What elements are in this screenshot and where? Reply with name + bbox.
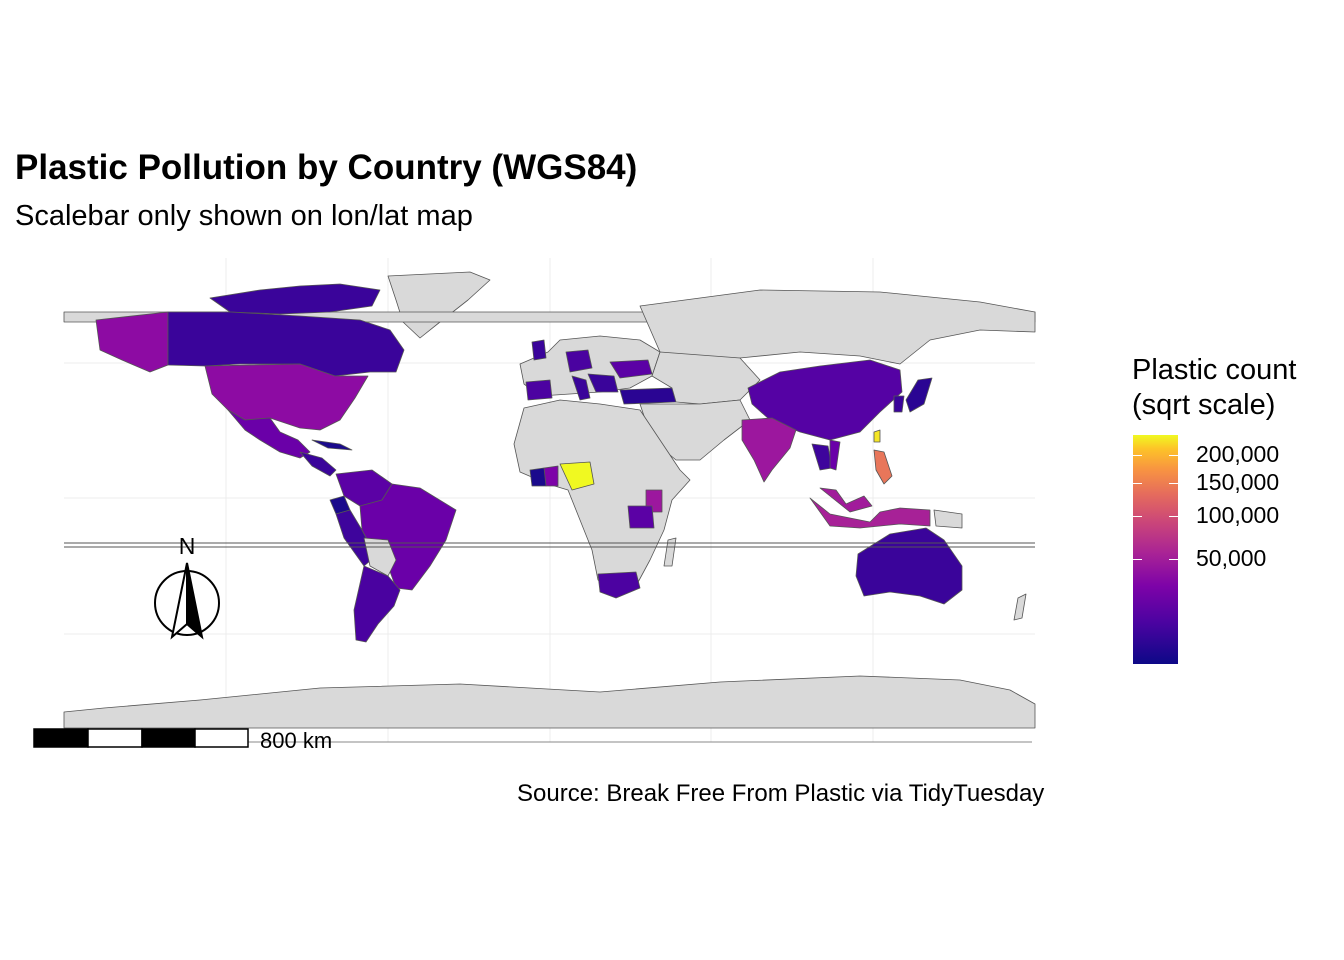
scalebar: 800 km (33, 728, 332, 753)
map-subtitle: Scalebar only shown on lon/lat map (15, 200, 473, 232)
country-cote-divoire (529, 467, 547, 487)
country-thailand (811, 443, 833, 471)
country-south-africa (597, 571, 641, 599)
region-caribbean (311, 439, 353, 451)
legend-title: Plastic count (sqrt scale) (1132, 353, 1296, 423)
country-turkey (619, 387, 677, 405)
north-arrow: N (154, 533, 220, 640)
country-malaysia (819, 487, 873, 513)
country-canada-islands (209, 283, 381, 315)
legend-title-line2: (sqrt scale) (1132, 389, 1276, 421)
country-ghana (543, 465, 559, 487)
country-italy (571, 375, 591, 401)
legend-tick-label: 50,000 (1196, 545, 1267, 572)
north-arrow-label: N (179, 533, 196, 559)
country-indonesia (809, 497, 931, 529)
country-taiwan (873, 429, 881, 443)
country-germany (565, 349, 593, 373)
legend-tick-label: 100,000 (1196, 502, 1280, 529)
country-papua (933, 509, 963, 529)
country-korea (893, 395, 905, 413)
legend-tick-label: 150,000 (1196, 468, 1280, 495)
country-argentina (353, 565, 401, 643)
scalebar-label: 800 km (260, 728, 332, 753)
region-central-america (299, 451, 337, 477)
region-antarctica (63, 675, 1036, 729)
equator-line (64, 542, 1035, 548)
country-vietnam (829, 439, 841, 471)
country-mexico (227, 409, 311, 459)
country-australia (855, 527, 963, 605)
legend-tick-label: 200,000 (1196, 440, 1280, 467)
country-madagascar (663, 537, 677, 567)
country-nigeria (559, 461, 595, 491)
country-tanzania (627, 505, 655, 529)
country-greenland (387, 271, 491, 339)
country-ukraine (609, 359, 653, 379)
map-caption: Source: Break Free From Plastic via Tidy… (517, 780, 1045, 807)
country-russia (639, 289, 1036, 365)
legend-title-line1: Plastic count (1132, 354, 1297, 386)
country-balkans (587, 373, 619, 393)
legend-colorbar (1133, 435, 1178, 664)
country-india (741, 417, 797, 483)
country-spain (525, 379, 553, 401)
country-philippines (873, 449, 893, 485)
map-title: Plastic Pollution by Country (WGS84) (15, 148, 638, 187)
country-new-zealand (1013, 593, 1027, 621)
country-japan (905, 377, 933, 413)
country-uk (531, 339, 547, 361)
